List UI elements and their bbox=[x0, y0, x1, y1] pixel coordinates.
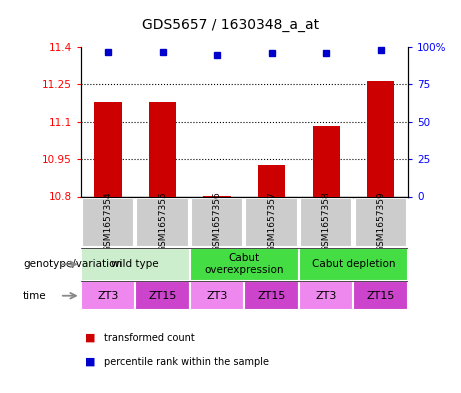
Text: GSM1657354: GSM1657354 bbox=[103, 192, 112, 252]
Text: ZT15: ZT15 bbox=[366, 291, 395, 301]
Bar bbox=[300, 198, 352, 246]
Bar bbox=[149, 102, 176, 196]
Text: transformed count: transformed count bbox=[104, 333, 195, 343]
Bar bbox=[258, 165, 285, 196]
Bar bbox=[135, 281, 190, 310]
Bar bbox=[245, 198, 298, 246]
Text: Cabut depletion: Cabut depletion bbox=[312, 259, 395, 269]
Text: GSM1657355: GSM1657355 bbox=[158, 192, 167, 252]
Text: wild type: wild type bbox=[112, 259, 159, 269]
Text: GSM1657357: GSM1657357 bbox=[267, 192, 276, 252]
Bar bbox=[136, 198, 189, 246]
Bar bbox=[313, 125, 340, 196]
Text: percentile rank within the sample: percentile rank within the sample bbox=[104, 356, 269, 367]
Bar bbox=[244, 281, 299, 310]
Text: ZT3: ZT3 bbox=[97, 291, 118, 301]
Text: ZT15: ZT15 bbox=[148, 291, 177, 301]
Text: ZT3: ZT3 bbox=[207, 291, 228, 301]
Bar bbox=[82, 198, 134, 246]
Text: ■: ■ bbox=[85, 356, 96, 367]
Bar bbox=[299, 281, 354, 310]
Text: GSM1657359: GSM1657359 bbox=[376, 192, 385, 252]
Text: GSM1657356: GSM1657356 bbox=[213, 192, 222, 252]
Text: ZT3: ZT3 bbox=[315, 291, 337, 301]
Text: ZT15: ZT15 bbox=[257, 291, 286, 301]
Bar bbox=[81, 281, 135, 310]
Bar bbox=[81, 248, 190, 281]
Bar bbox=[191, 198, 243, 246]
Text: GDS5657 / 1630348_a_at: GDS5657 / 1630348_a_at bbox=[142, 18, 319, 32]
Bar bbox=[299, 248, 408, 281]
Text: GSM1657358: GSM1657358 bbox=[322, 192, 331, 252]
Bar bbox=[95, 102, 122, 196]
Text: ■: ■ bbox=[85, 333, 96, 343]
Bar bbox=[355, 198, 407, 246]
Bar bbox=[354, 281, 408, 310]
Text: time: time bbox=[23, 291, 47, 301]
Text: Cabut
overexpression: Cabut overexpression bbox=[205, 253, 284, 275]
Bar bbox=[190, 248, 299, 281]
Text: genotype/variation: genotype/variation bbox=[23, 259, 122, 269]
Bar bbox=[367, 81, 394, 196]
Bar bbox=[190, 281, 244, 310]
